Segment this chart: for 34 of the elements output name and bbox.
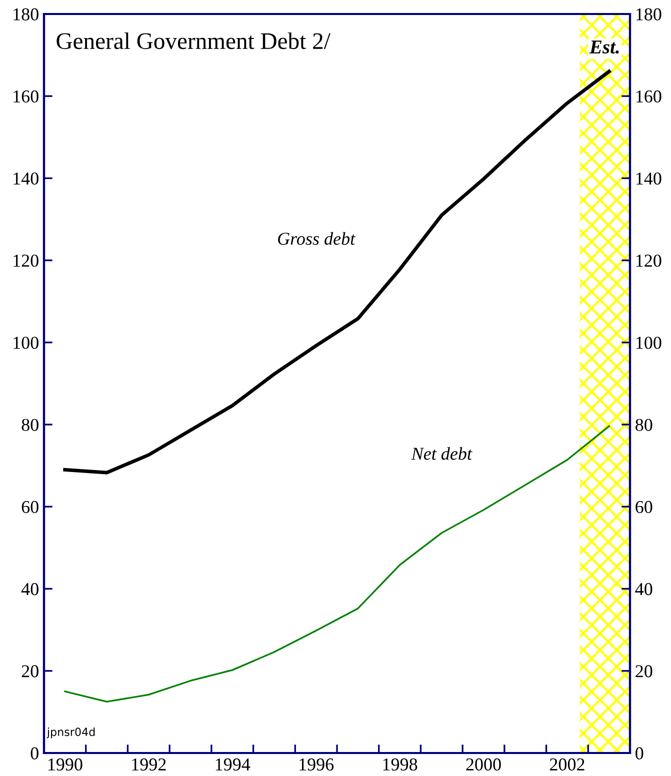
y-tick-label: 180 <box>14 8 38 20</box>
y-tick-label: 160 <box>14 90 38 103</box>
y-tick-label: 20 <box>22 665 38 678</box>
y-tick-label: 80 <box>22 418 38 431</box>
y2-tick-label: 140 <box>636 172 662 185</box>
y2-tick-label: 40 <box>635 583 652 596</box>
y-tick-label: 120 <box>14 254 38 267</box>
x-tick-label: 2002 <box>550 758 584 771</box>
line-series <box>63 70 611 474</box>
x-tick-label: 2000 <box>466 758 501 771</box>
y2-tick-label: 160 <box>636 90 662 103</box>
y2-tick-label: 20 <box>636 665 652 678</box>
y-tick-label: 100 <box>14 336 38 349</box>
y-tick-label: 0 <box>30 747 38 760</box>
y2-tick-label: 180 <box>636 8 662 20</box>
x-tick-label: 1992 <box>132 758 166 771</box>
y2-tick-label: 120 <box>636 254 662 267</box>
y-tick-label: 40 <box>21 583 38 596</box>
y2-tick-label: 0 <box>636 747 644 760</box>
text: Net debt <box>411 447 472 460</box>
line-series <box>64 425 610 703</box>
x-tick-label: 1996 <box>300 758 334 771</box>
text: Gross debt <box>278 232 356 245</box>
y2-tick-label: 80 <box>636 418 652 431</box>
y-tick-label: 60 <box>22 500 38 514</box>
text: General Government Debt 2/ <box>56 32 330 50</box>
x-tick-label: 1994 <box>216 758 250 771</box>
x-tick-label: 1998 <box>383 758 418 771</box>
annotation: jpnsr04d <box>46 727 95 738</box>
y2-tick-label: 100 <box>636 336 662 349</box>
x-tick-label: 1990 <box>48 758 82 771</box>
y2-tick-label: 60 <box>636 500 652 514</box>
band-label: Est. <box>589 40 619 54</box>
y-tick-label: 140 <box>14 172 38 185</box>
